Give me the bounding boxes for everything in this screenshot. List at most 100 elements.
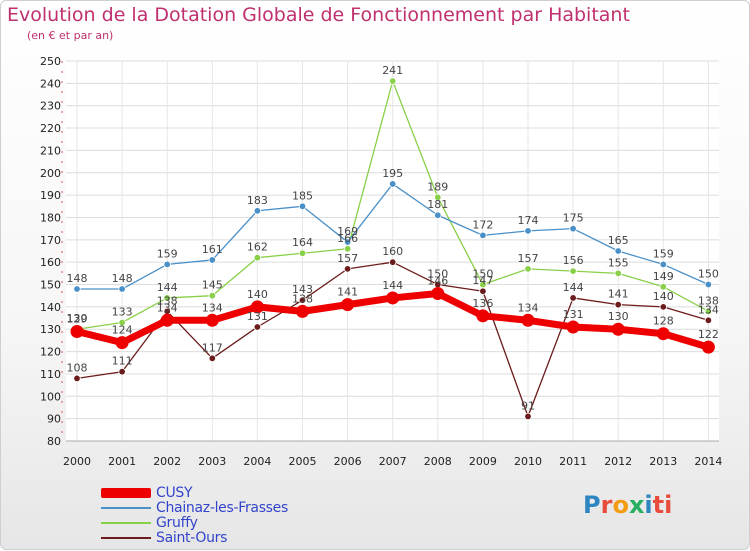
data-point-gruffy: [208, 292, 216, 300]
data-label-cusy: 122: [698, 328, 719, 341]
data-label-cusy: 144: [382, 279, 403, 292]
data-label-chainaz-les-frasses: 172: [472, 218, 493, 231]
data-point-chainaz-les-frasses: [298, 202, 307, 210]
logo-letter: i: [644, 491, 653, 519]
data-point-cusy: [296, 304, 309, 318]
data-point-gruffy: [704, 307, 713, 316]
data-label-chainaz-les-frasses: 161: [202, 243, 223, 256]
data-point-cusy: [386, 291, 400, 305]
x-tick-label: 2002: [153, 455, 181, 468]
data-point-cusy: [160, 313, 174, 327]
y-tick-label: 200: [40, 167, 61, 180]
data-point-cusy: [701, 340, 715, 354]
legend-label-saint-ours: Saint-Ours: [156, 530, 228, 546]
y-tick-label: 120: [40, 346, 61, 359]
chart-subtitle: (en € et par an): [27, 29, 114, 42]
y-tick-label: 250: [40, 55, 61, 68]
x-tick-label: 2001: [108, 455, 136, 468]
data-label-saint-ours: 131: [247, 310, 268, 323]
logo-letter: x: [628, 491, 645, 519]
data-label-saint-ours: 134: [698, 303, 719, 316]
legend-swatch-cusy: [101, 488, 151, 498]
data-point-gruffy: [434, 193, 442, 202]
x-tick-label: 2007: [379, 455, 407, 468]
data-label-cusy: 140: [247, 288, 268, 301]
data-label-cusy: 134: [157, 301, 178, 314]
legend-swatch-saint-ours: [101, 537, 151, 539]
data-point-gruffy: [479, 280, 487, 289]
y-tick-label: 220: [40, 122, 61, 135]
data-point-chainaz-les-frasses: [118, 285, 126, 293]
data-label-chainaz-les-frasses: 148: [67, 272, 88, 285]
data-label-saint-ours: 138: [157, 294, 178, 307]
data-label-cusy: 134: [518, 301, 539, 314]
x-tick-label: 2005: [289, 455, 317, 468]
y-tick-label: 100: [40, 390, 61, 403]
data-label-chainaz-les-frasses: 169: [337, 225, 358, 238]
y-tick-label: 80: [47, 435, 61, 448]
y-tick-label: 140: [40, 301, 61, 314]
data-point-gruffy: [614, 269, 622, 278]
logo-letter: r: [600, 491, 613, 519]
data-point-cusy: [566, 320, 580, 334]
data-label-gruffy: 133: [112, 306, 133, 319]
data-point-cusy: [611, 322, 625, 336]
y-tick-label: 130: [40, 323, 61, 336]
data-label-chainaz-les-frasses: 195: [382, 167, 403, 180]
data-label-gruffy: 241: [382, 64, 403, 77]
legend-label-gruffy: Gruffy: [156, 515, 198, 531]
data-label-saint-ours: 150: [427, 268, 448, 281]
data-point-chainaz-les-frasses: [614, 247, 622, 255]
y-tick-label: 240: [40, 77, 61, 90]
data-label-saint-ours: 143: [292, 283, 313, 296]
data-point-saint-ours: [298, 296, 307, 304]
data-point-cusy: [656, 327, 670, 341]
data-point-saint-ours: [614, 300, 622, 309]
legend-label-cusy: CUSY: [156, 485, 193, 501]
data-label-saint-ours: 111: [112, 355, 133, 368]
x-tick-label: 2011: [559, 455, 587, 468]
data-label-gruffy: 150: [472, 268, 493, 281]
data-point-saint-ours: [73, 374, 81, 383]
logo-letter: ti: [652, 491, 673, 519]
x-tick-label: 2013: [649, 455, 677, 468]
x-tick-label: 2010: [514, 455, 542, 468]
data-label-cusy: 141: [337, 286, 358, 299]
data-point-chainaz-les-frasses: [208, 256, 216, 264]
x-tick-label: 2000: [63, 455, 91, 468]
data-point-chainaz-les-frasses: [704, 280, 713, 289]
data-label-saint-ours: 144: [563, 281, 584, 294]
data-point-saint-ours: [659, 303, 667, 311]
y-tick-label: 190: [40, 189, 61, 202]
data-label-saint-ours: 147: [472, 274, 493, 287]
data-point-cusy: [250, 300, 264, 314]
data-label-saint-ours: 91: [521, 399, 535, 412]
y-tick-label: 210: [40, 144, 61, 157]
data-label-chainaz-les-frasses: 159: [653, 247, 674, 260]
data-label-saint-ours: 140: [653, 290, 674, 303]
data-point-gruffy: [524, 265, 532, 273]
legend-swatch-chainaz: [101, 507, 151, 509]
y-tick-label: 230: [40, 100, 61, 113]
data-label-chainaz-les-frasses: 175: [563, 212, 584, 225]
data-point-chainaz-les-frasses: [569, 224, 577, 233]
data-point-saint-ours: [704, 316, 713, 324]
data-point-saint-ours: [253, 323, 262, 331]
data-label-gruffy: 144: [157, 281, 178, 294]
data-point-gruffy: [253, 254, 262, 262]
data-point-chainaz-les-frasses: [389, 180, 397, 188]
x-tick-label: 2006: [334, 455, 362, 468]
x-tick-label: 2009: [469, 455, 497, 468]
data-point-cusy: [341, 298, 355, 312]
data-point-chainaz-les-frasses: [524, 227, 532, 235]
x-tick-label: 2008: [424, 455, 452, 468]
data-label-chainaz-les-frasses: 181: [427, 198, 448, 211]
data-label-gruffy: 162: [247, 241, 268, 254]
data-point-gruffy: [659, 283, 667, 291]
proxiti-logo: Proxiti: [583, 491, 672, 519]
data-label-cusy: 129: [67, 312, 88, 325]
y-tick-label: 110: [40, 368, 61, 381]
data-point-chainaz-les-frasses: [479, 231, 487, 240]
data-point-saint-ours: [343, 265, 352, 273]
